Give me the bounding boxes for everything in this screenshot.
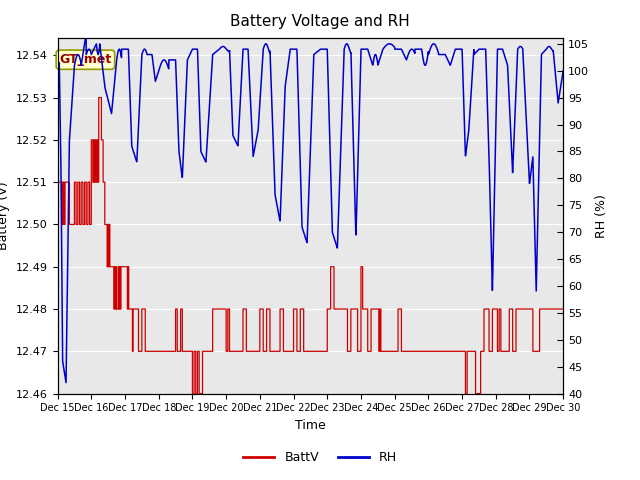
Y-axis label: Battery (V): Battery (V) (0, 182, 10, 250)
Legend: BattV, RH: BattV, RH (238, 446, 402, 469)
Text: GT_met: GT_met (60, 53, 111, 66)
Text: Battery Voltage and RH: Battery Voltage and RH (230, 14, 410, 29)
Y-axis label: RH (%): RH (%) (595, 194, 607, 238)
X-axis label: Time: Time (295, 419, 326, 432)
